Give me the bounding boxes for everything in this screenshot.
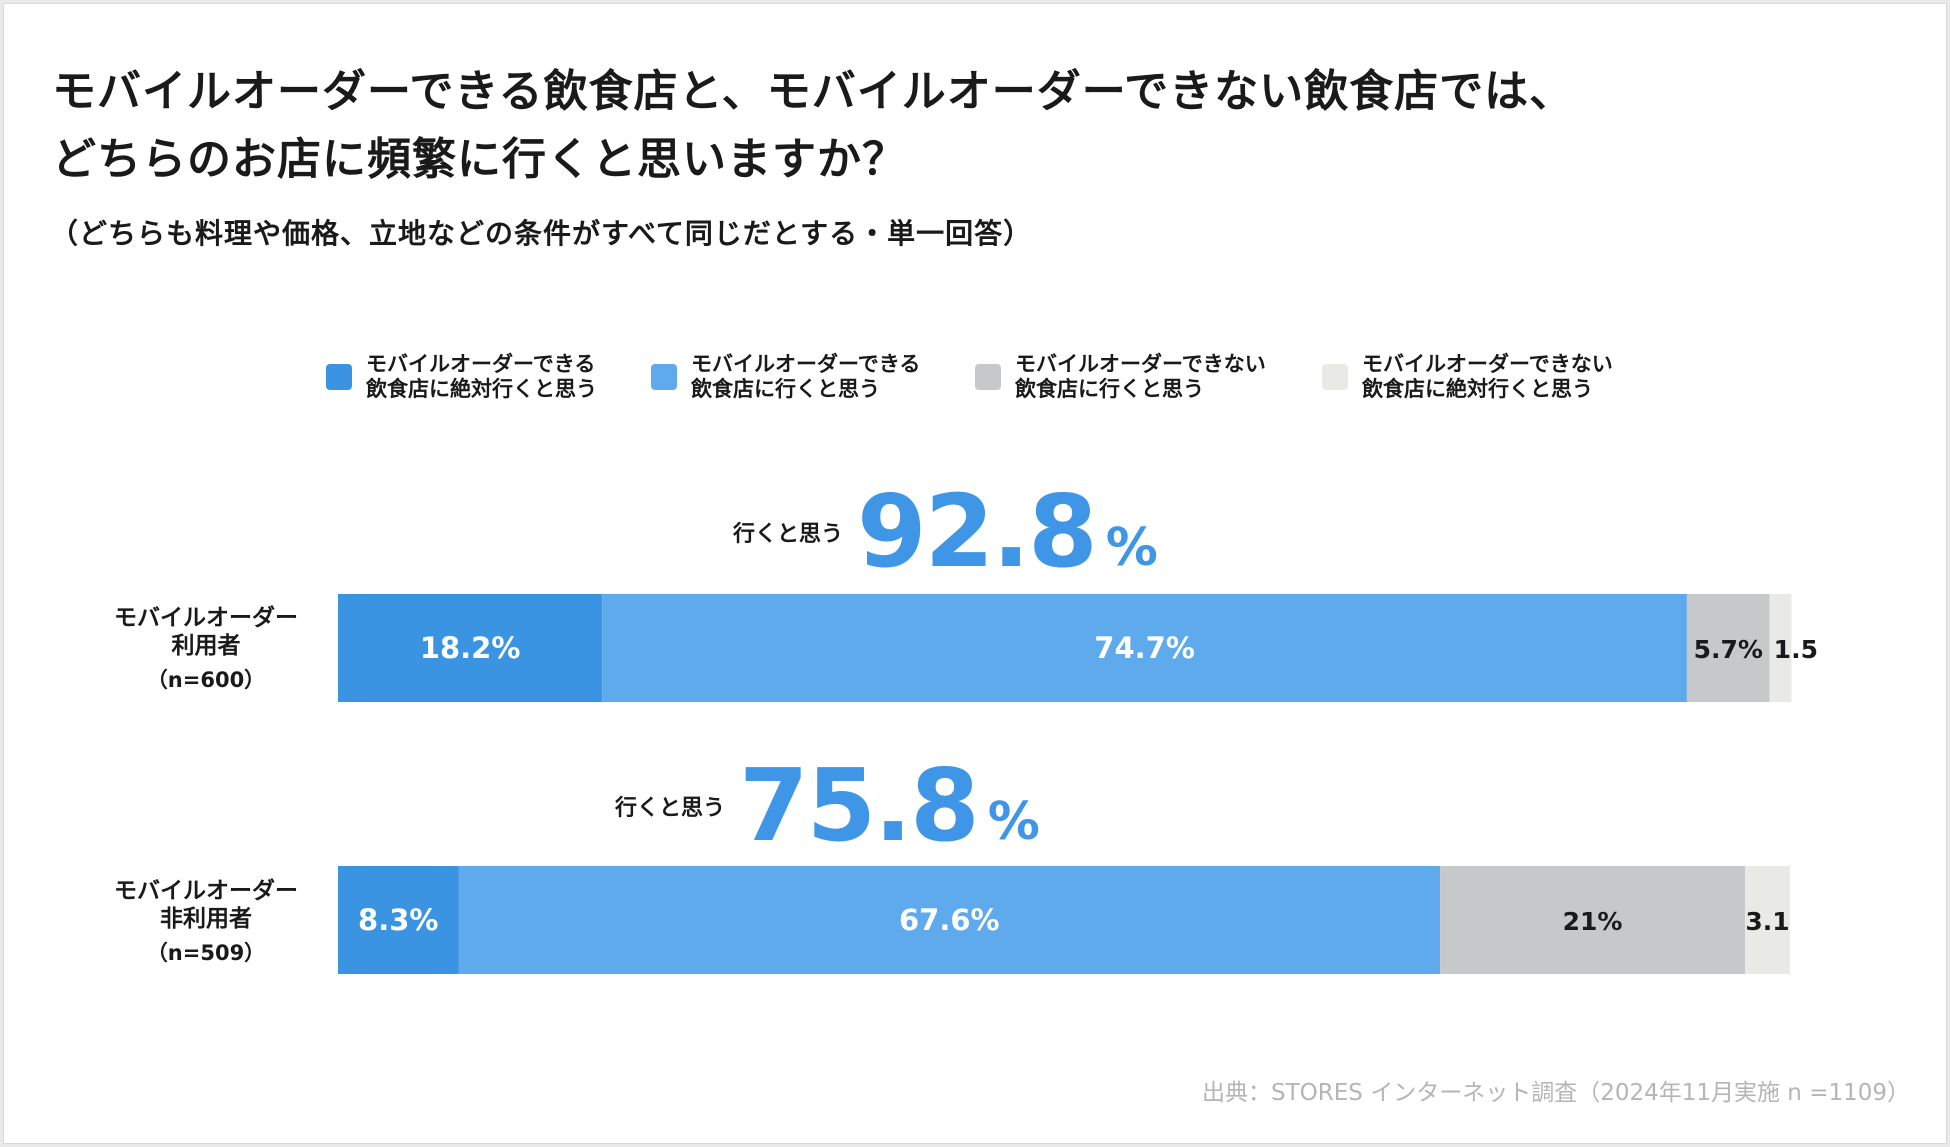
row-label-users: モバイルオーダー 利用者 （n=600）: [106, 604, 306, 694]
row-label-nonusers-n: （n=509）: [146, 941, 266, 965]
headline-users-label: 行くと思う: [733, 522, 844, 547]
headline-nonusers-percent: %: [987, 792, 1040, 852]
legend-swatch-4: [1322, 364, 1348, 390]
legend-label-2b: 飲食店に行くと思う: [691, 377, 880, 401]
bar-segment-r2-s3: [1440, 866, 1745, 974]
bar-label-r2-s4: 3.1: [1745, 907, 1789, 936]
row-label-nonusers-line2: 非利用者: [160, 906, 252, 932]
headline-users: 行くと思う 92.8 %: [733, 482, 1158, 582]
legend-label-4a: モバイルオーダーできない: [1362, 352, 1613, 376]
bar-label-r2-s1: 8.3%: [358, 903, 438, 937]
legend-label-1a: モバイルオーダーできる: [366, 352, 596, 376]
bar-segment-r2-s2: [458, 866, 1441, 974]
row-label-nonusers-line1: モバイルオーダー: [114, 878, 298, 904]
bar-segment-r2-s4: [1744, 866, 1790, 974]
bar-label-r1-s3: 5.7%: [1694, 635, 1763, 664]
legend-item-2: モバイルオーダーできる 飲食店に行くと思う: [651, 352, 920, 402]
legend-swatch-1: [326, 364, 352, 390]
bar-label-r1-s4: 1.5: [1774, 635, 1818, 664]
row-label-users-n: （n=600）: [146, 668, 266, 692]
legend-label-1b: 飲食店に絶対行くと思う: [366, 377, 597, 401]
legend-item-4: モバイルオーダーできない 飲食店に絶対行くと思う: [1322, 352, 1613, 402]
title-line-1: モバイルオーダーできる飲食店と、モバイルオーダーできない飲食店では、: [52, 66, 1575, 117]
headline-nonusers: 行くと思う 75.8 %: [615, 756, 1040, 856]
legend-label-3b: 飲食店に行くと思う: [1015, 377, 1204, 401]
bar-segment-r1-s4: [1769, 594, 1792, 702]
title-line-2: どちらのお店に頻繁に行くと思いますか？: [52, 134, 907, 185]
headline-nonusers-label: 行くと思う: [615, 796, 726, 821]
headline-users-value: 92.8: [857, 473, 1098, 590]
row-label-users-line1: モバイルオーダー: [114, 605, 298, 631]
headline-users-percent: %: [1105, 518, 1158, 578]
bar-segment-r2-s1: [338, 866, 459, 974]
bar-label-r1-s2: 74.7%: [1094, 631, 1195, 665]
chart-title: モバイルオーダーできる飲食店と、モバイルオーダーできない飲食店では、 どちらのお…: [52, 58, 1852, 194]
bar-label-r1-s1: 18.2%: [420, 631, 521, 665]
legend-item-1: モバイルオーダーできる 飲食店に絶対行くと思う: [326, 352, 597, 402]
legend-label-2a: モバイルオーダーできる: [691, 352, 921, 376]
legend-label-3a: モバイルオーダーできない: [1015, 352, 1266, 376]
legend-item-3: モバイルオーダーできない 飲食店に行くと思う: [975, 352, 1266, 402]
source-note: 出典：STORES インターネット調査（2024年11月実施 n =1109）: [1202, 1080, 1910, 1106]
legend-swatch-2: [651, 364, 677, 390]
chart-subtitle: （どちらも料理や価格、立地などの条件がすべて同じだとする・単一回答）: [50, 217, 1033, 250]
row-label-nonusers: モバイルオーダー 非利用者 （n=509）: [106, 877, 306, 967]
headline-nonusers-value: 75.8: [739, 747, 980, 864]
bar-segment-r1-s2: [602, 594, 1687, 702]
bar-segment-r1-s1: [338, 594, 603, 702]
legend-swatch-3: [975, 364, 1001, 390]
bar-label-r2-s3: 21%: [1563, 907, 1623, 936]
row-label-users-line2: 利用者: [171, 633, 241, 659]
legend-label-4b: 飲食店に絶対行くと思う: [1362, 377, 1593, 401]
bar-segment-r1-s3: [1686, 594, 1770, 702]
bar-label-r2-s2: 67.6%: [899, 903, 1000, 937]
